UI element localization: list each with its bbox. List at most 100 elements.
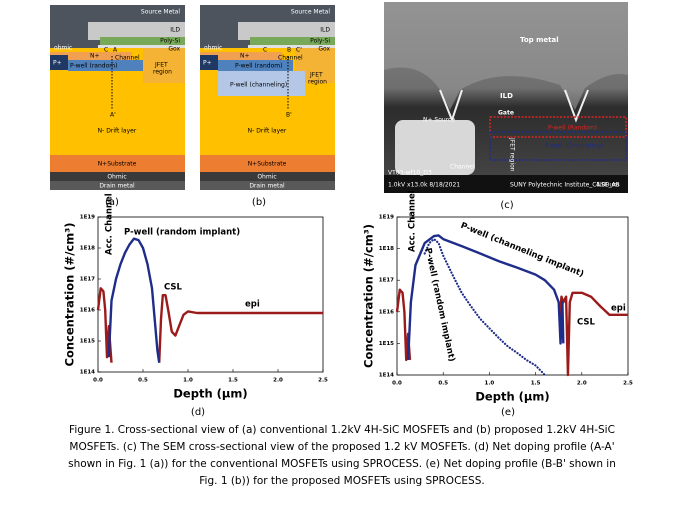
pwell-random-outline <box>489 116 627 138</box>
n-plus <box>200 52 282 60</box>
panel-tag: (b) <box>252 197 266 208</box>
label: Ohmic <box>257 174 276 181</box>
label: C <box>263 47 267 54</box>
series-line <box>423 237 546 377</box>
label: N- Drift layer <box>248 128 287 135</box>
jfet <box>143 48 185 83</box>
label: 4.00um <box>596 182 619 189</box>
caption-line: shown in Fig. 1 (a)) for the conventiona… <box>68 458 616 470</box>
x-tick-label: 0.5 <box>138 378 148 384</box>
label: P-well (random) <box>70 63 117 70</box>
gox <box>248 45 335 48</box>
label: Channel <box>450 164 475 171</box>
y-tick-label: 1E14 <box>379 373 394 379</box>
label: Gate <box>498 110 514 117</box>
label: region <box>308 79 327 86</box>
annotation: Acc. Channel <box>408 190 418 252</box>
label: ILD <box>320 27 330 34</box>
ohmic-layer <box>200 172 335 181</box>
y-tick-label: 1E18 <box>379 246 394 252</box>
label: Top metal <box>520 36 559 44</box>
x-tick-label: 0.5 <box>438 381 448 387</box>
label: Ohmic <box>107 174 126 181</box>
y-tick-label: 1E18 <box>80 246 95 252</box>
y-axis-title: Concentration (#/cm³) <box>63 223 77 367</box>
label: B' <box>286 112 292 119</box>
x-tick-label: 0.0 <box>93 378 103 384</box>
y-tick-label: 1E16 <box>379 309 394 315</box>
label: 1.0kV x13.0k 8/18/2021 <box>388 182 460 189</box>
plot-frame <box>97 216 324 373</box>
label: Poly-Si <box>160 38 180 45</box>
drain-metal <box>50 181 185 190</box>
ild <box>238 22 335 40</box>
label: N+Substrate <box>98 161 137 168</box>
poly-si <box>100 37 185 45</box>
label: Poly-Si <box>310 38 330 45</box>
label: JFET <box>309 72 323 79</box>
panel-tag: (e) <box>501 407 515 418</box>
y-tick-label: 1E17 <box>80 277 95 283</box>
panel-c: Top metal ILD Gate N+ Source JFET region… <box>384 2 628 211</box>
label: VT03-wf10_D3 <box>388 170 432 177</box>
y-tick-label: 1E15 <box>80 339 95 345</box>
panel-a: Source Metal ILD Poly-Si Gox ohmic P+ N+… <box>50 5 185 208</box>
label: ohmic <box>54 45 72 52</box>
label: C <box>104 47 108 54</box>
p-well <box>68 60 143 71</box>
sem-info-bar <box>384 175 628 193</box>
p-well-channeling <box>218 71 305 96</box>
series-line <box>406 234 565 360</box>
annotation: CSL <box>577 318 596 328</box>
label: N+ <box>90 53 100 60</box>
label: P-well (Random) <box>548 125 597 132</box>
caption-line: MOSFETs. (c) The SEM cross-sectional vie… <box>69 441 614 453</box>
sem-metal <box>384 2 628 110</box>
label: A <box>113 47 118 54</box>
label: Source Metal <box>141 9 180 16</box>
substrate <box>50 155 185 172</box>
y-axis-title: Concentration (#/cm³) <box>362 224 376 368</box>
series-line <box>96 287 323 363</box>
x-tick-label: 1.0 <box>485 381 495 387</box>
panel-tag: (d) <box>191 407 205 418</box>
label: ohmic <box>204 45 222 52</box>
y-tick-label: 1E19 <box>379 215 394 221</box>
label: Channel <box>278 55 303 62</box>
annotation: P-well (random implant) <box>423 247 457 363</box>
label: Source Metal <box>291 9 330 16</box>
panel-tag: (a) <box>105 197 119 208</box>
x-tick-label: 2.0 <box>577 381 587 387</box>
panel-b: Source Metal ILD Poly-Si Gox ohmic P+ N+… <box>200 5 335 208</box>
label: P-well (channeling) <box>230 82 287 89</box>
label: P-well (random) <box>235 63 282 70</box>
y-tick-label: 1E14 <box>80 370 95 376</box>
label: Gox <box>168 46 180 53</box>
label: Drain metal <box>99 183 135 190</box>
series-line <box>107 237 161 363</box>
annotation: epi <box>245 300 260 310</box>
label: N+ <box>240 53 250 60</box>
label: Gox <box>318 46 330 53</box>
label: JFET <box>154 62 168 69</box>
series-line <box>395 288 628 377</box>
label: N+Substrate <box>248 161 287 168</box>
charts: 1E14 1E15 1E16 1E17 1E18 1E19 0.0 0.5 1.0 1.5 2.0 2… <box>63 190 634 418</box>
label: A' <box>110 112 116 119</box>
caption-line: Figure 1. Cross-sectional view of (a) co… <box>69 424 615 436</box>
panel-tag: (c) <box>500 200 513 211</box>
label: C' <box>296 47 302 54</box>
annotation: epi <box>611 304 626 314</box>
label: P+ <box>53 60 62 67</box>
label: N+ Source <box>423 117 455 124</box>
label: B <box>287 47 291 54</box>
x-tick-label: 1.5 <box>531 381 541 387</box>
label: region <box>153 69 172 76</box>
label: SUNY Polytechnic Institute_CNSE_AB <box>510 182 620 189</box>
y-tick-label: 1E16 <box>80 308 95 314</box>
poly-si <box>250 37 335 45</box>
gox <box>98 45 185 48</box>
annotation: Acc. Channel <box>105 193 115 255</box>
x-tick-label: 0.0 <box>392 381 402 387</box>
label: ILD <box>500 92 513 100</box>
